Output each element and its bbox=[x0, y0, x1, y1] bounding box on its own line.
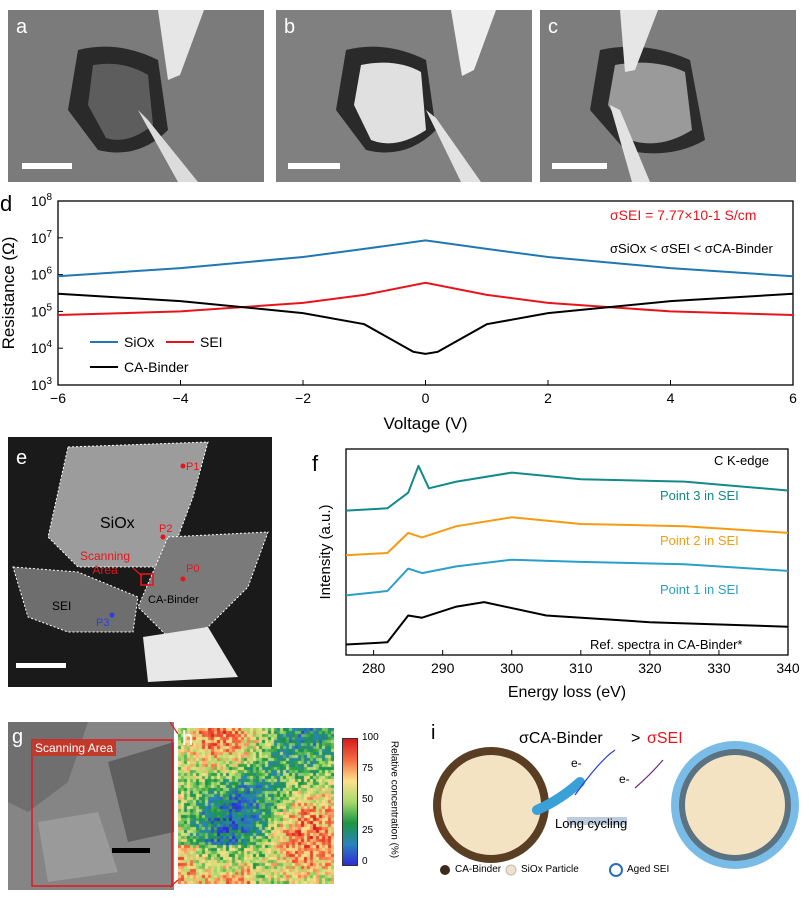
colorbar-tick: 75 bbox=[362, 763, 374, 774]
long-cycling-label: Long cycling bbox=[555, 816, 628, 831]
y-tick-label-d: 104 bbox=[31, 339, 53, 356]
sem-image-c-graphic bbox=[540, 10, 796, 182]
x-tick-label-f: 330 bbox=[707, 660, 731, 676]
scanning-area-label: Scanning Area bbox=[79, 549, 131, 577]
plot-frame-d bbox=[57, 200, 794, 386]
y-tick-label-d: 106 bbox=[31, 266, 53, 283]
sem-image-c: c bbox=[540, 10, 796, 182]
panel-label-c: c bbox=[548, 16, 558, 38]
colorbar-tick: 100 bbox=[362, 732, 379, 743]
panel-h: h 100 75 50 25 0 Relative concentration … bbox=[170, 722, 420, 890]
panel-label-d: d bbox=[0, 191, 13, 216]
point2-label: Point 2 in SEI bbox=[660, 533, 739, 548]
x-tick-label-d: 2 bbox=[544, 390, 552, 406]
point3-label: Point 3 in SEI bbox=[660, 488, 739, 503]
colorbar-tick: 0 bbox=[362, 856, 368, 867]
legend-particle: SiOx Particle bbox=[521, 864, 579, 875]
x-tick-label-d: −2 bbox=[295, 390, 311, 406]
colorbar-ticks: 100 75 50 25 0 bbox=[362, 732, 386, 872]
y-axis-label-d: Resistance (Ω) bbox=[0, 237, 18, 350]
y-tick-label-d: 105 bbox=[31, 302, 53, 319]
sigma-order-annotation: σSiOx < σSEI < σCA-Binder bbox=[610, 241, 773, 256]
x-tick-label-f: 290 bbox=[431, 660, 455, 676]
point-p0-label: P0 bbox=[186, 563, 200, 575]
scan-image-g bbox=[8, 722, 174, 890]
panel-label-h: h bbox=[182, 728, 194, 750]
panel-g: g Scanning Area bbox=[8, 722, 174, 890]
x-tick-label-f: 280 bbox=[362, 660, 386, 676]
y-tick-label-d: 108 bbox=[31, 192, 53, 209]
panel-label-b: b bbox=[284, 16, 296, 38]
sei-label-e: SEI bbox=[52, 599, 72, 613]
panel-d: d −6 −4 −2 0 2 4 6 103 104 105 106 107 108 Voltage (V… bbox=[0, 185, 809, 447]
panel-label-i: i bbox=[431, 722, 436, 744]
gt-symbol: > bbox=[631, 730, 641, 747]
point-p2-label: P2 bbox=[159, 523, 173, 535]
panel-f: f 280 290 300 310 320 330 340 Energy loss (eV) I… bbox=[280, 445, 809, 720]
binder-label-e: CA-Binder bbox=[148, 594, 199, 606]
sem-image-a-graphic bbox=[8, 10, 264, 182]
spectrum-line-2 bbox=[345, 558, 789, 597]
y-tick-label-d: 107 bbox=[31, 229, 53, 246]
colorbar-tick: 50 bbox=[362, 794, 374, 805]
x-tick-label-d: 6 bbox=[789, 390, 797, 406]
schematic-i bbox=[433, 741, 799, 877]
spectrum-line-0 bbox=[345, 464, 789, 512]
spectrum-line-3 bbox=[345, 601, 789, 646]
plot-frame-f bbox=[345, 448, 789, 656]
point1-label: Point 1 in SEI bbox=[660, 582, 739, 597]
electron-label-left: e- bbox=[571, 756, 582, 770]
x-tick-label-f: 340 bbox=[776, 660, 800, 676]
x-axis-label-f: Energy loss (eV) bbox=[508, 684, 626, 701]
legend-label-d: SiOx bbox=[124, 334, 154, 350]
x-tick-label-d: −4 bbox=[173, 390, 189, 406]
colorbar-label: Relative concentration (%) bbox=[388, 740, 400, 859]
electron-label-right: e- bbox=[619, 772, 630, 786]
point-p1-label: P1 bbox=[186, 461, 200, 473]
spectrum-line-1 bbox=[345, 516, 789, 557]
panel-label-a: a bbox=[16, 16, 28, 38]
sem-image-b: b bbox=[276, 10, 532, 182]
series-line-2 bbox=[57, 292, 794, 355]
ref-label: Ref. spectra in CA-Binder* bbox=[590, 637, 743, 652]
legend-sei: Aged SEI bbox=[627, 864, 670, 875]
x-tick-label-f: 310 bbox=[569, 660, 593, 676]
series-line-0 bbox=[57, 239, 794, 278]
legend-binder: CA-Binder bbox=[455, 864, 502, 875]
panel-label-e: e bbox=[16, 447, 28, 469]
x-tick-label-f: 320 bbox=[638, 660, 662, 676]
x-axis-label-d: Voltage (V) bbox=[383, 414, 467, 433]
x-tick-label-d: 4 bbox=[667, 390, 675, 406]
eels-chart: 280 290 300 310 320 330 340 Energy loss (eV) Int… bbox=[317, 448, 800, 701]
legend-label-d: SEI bbox=[200, 334, 223, 350]
sigma-sei-annotation: σSEI = 7.77×10-1 S/cm bbox=[610, 207, 757, 223]
panel-label-g: g bbox=[12, 726, 24, 748]
x-tick-label-d: −6 bbox=[50, 390, 66, 406]
zoom-connector bbox=[170, 722, 179, 888]
x-tick-label-f: 300 bbox=[500, 660, 524, 676]
edge-title: C K-edge bbox=[714, 453, 769, 468]
point-p3-label: P3 bbox=[96, 617, 110, 629]
x-tick-label-d: 0 bbox=[422, 390, 430, 406]
panel-e: e SiOx Scanning Area SEI CA-Binder P1 P2… bbox=[8, 437, 272, 687]
series-line-1 bbox=[57, 281, 794, 316]
concentration-heatmap bbox=[178, 728, 334, 884]
panel-label-f: f bbox=[312, 451, 319, 476]
y-axis-label-f: Intensity (a.u.) bbox=[317, 504, 334, 599]
siox-label: SiOx bbox=[100, 515, 135, 532]
sigma-binder-label: σCA-Binder bbox=[519, 730, 603, 747]
stem-image-e bbox=[12, 441, 269, 682]
scanning-area-label-g: Scanning Area bbox=[32, 740, 117, 756]
legend-label-d: CA-Binder bbox=[124, 359, 189, 375]
sem-image-b-graphic bbox=[276, 10, 532, 182]
sigma-sei-label: σSEI bbox=[647, 730, 683, 747]
colorbar bbox=[342, 738, 358, 866]
sem-image-a: a bbox=[8, 10, 264, 182]
panel-i: i σCA-Binder > σSEI e- e- Long cycling C… bbox=[425, 720, 809, 897]
colorbar-tick: 25 bbox=[362, 825, 374, 836]
